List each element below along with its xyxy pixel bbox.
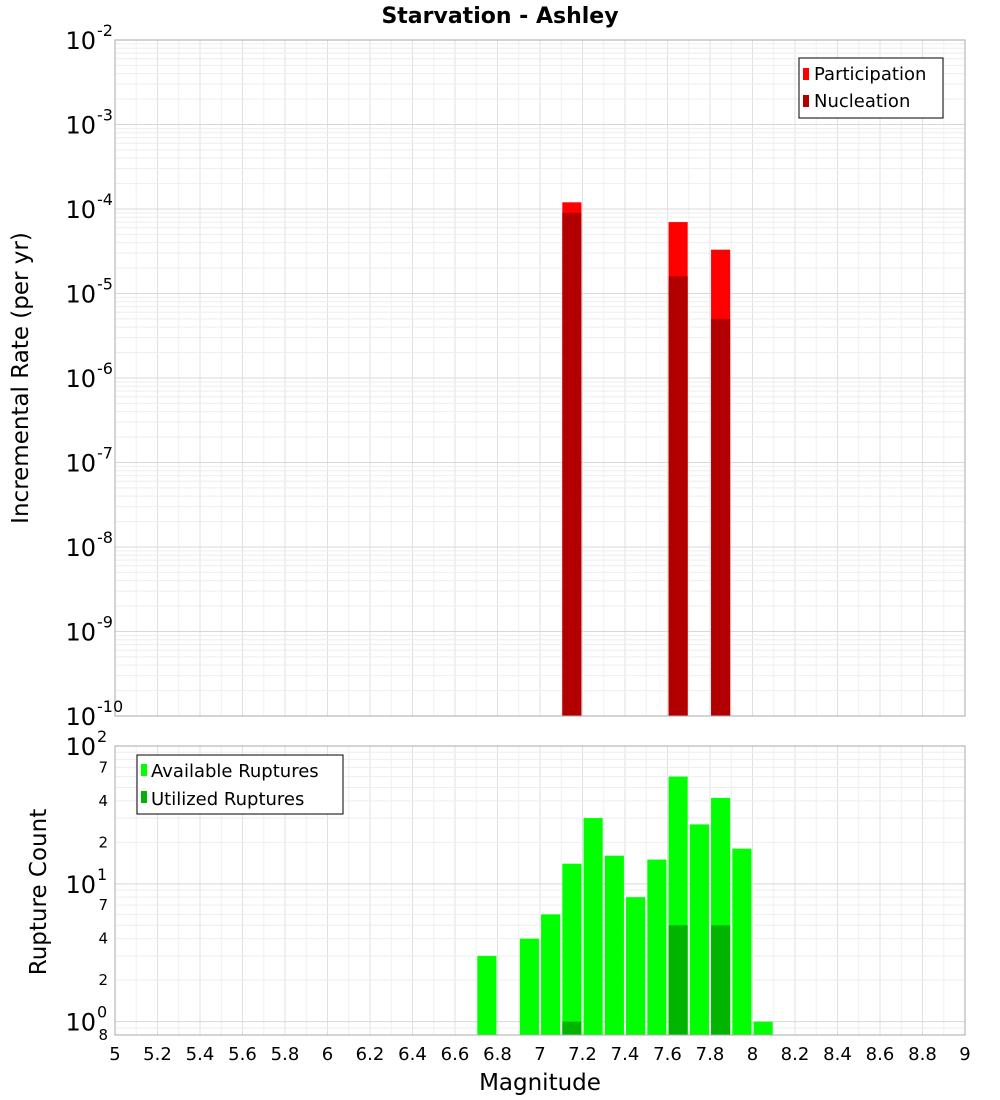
top-y-tick-base: 10 — [65, 112, 96, 140]
bottom-legend: Available Ruptures Utilized Ruptures — [136, 754, 344, 815]
bottom-y-tick-exponent: 1 — [97, 865, 107, 884]
utilized-legend-swatch — [141, 791, 147, 803]
top-y-tick-base: 10 — [65, 281, 96, 309]
x-tick-label: 7.8 — [696, 1044, 725, 1065]
top-y-tick-base: 10 — [65, 619, 96, 647]
x-tick-label: 6.6 — [441, 1044, 470, 1065]
chart-title: Starvation - Ashley — [381, 4, 618, 29]
top-grid — [114, 39, 966, 717]
x-tick-label: 5 — [109, 1044, 120, 1065]
bottom-y-minor-tick-label: 2 — [98, 971, 108, 989]
x-tick-label: 5.2 — [143, 1044, 172, 1065]
x-tick-label: 6.2 — [356, 1044, 385, 1065]
top-y-tick-base: 10 — [65, 703, 96, 731]
x-tick-label: 7.2 — [568, 1044, 597, 1065]
x-tick-label: 8.4 — [823, 1044, 852, 1065]
participation-legend-label: Participation — [814, 64, 926, 85]
participation-legend-swatch — [803, 68, 809, 80]
available-ruptures-bar — [626, 897, 646, 1035]
x-tick-label: 9 — [959, 1044, 970, 1065]
top-bars — [562, 202, 731, 716]
bottom-y-minor-tick-label: 4 — [98, 930, 108, 948]
utilized-ruptures-bar — [668, 925, 688, 1035]
x-tick-label: 8 — [747, 1044, 758, 1065]
available-ruptures-bar — [583, 818, 603, 1035]
top-y-tick-exponent: -5 — [97, 275, 113, 294]
x-tick-label: 8.2 — [781, 1044, 810, 1065]
top-y-tick-base: 10 — [65, 27, 96, 55]
x-tick-label: 7.4 — [611, 1044, 640, 1065]
utilized-legend-label: Utilized Ruptures — [151, 789, 304, 810]
x-tick-label: 6 — [322, 1044, 333, 1065]
top-y-tick-exponent: -3 — [97, 106, 113, 125]
bottom-y-tick-exponent: 0 — [97, 1003, 107, 1022]
x-tick-label: 7.6 — [653, 1044, 682, 1065]
x-tick-label: 7 — [534, 1044, 545, 1065]
available-ruptures-bar — [732, 848, 752, 1035]
bottom-bars — [477, 776, 773, 1035]
available-ruptures-bar — [562, 863, 582, 1035]
top-y-tick-base: 10 — [65, 450, 96, 478]
available-ruptures-bar — [519, 938, 539, 1035]
bottom-y-axis-label: Rupture Count — [26, 809, 52, 975]
x-tick-label: 8.8 — [908, 1044, 937, 1065]
available-ruptures-bar — [689, 824, 709, 1035]
top-y-axis-label: Incremental Rate (per yr) — [8, 232, 34, 524]
bottom-y-tick-exponent: 2 — [97, 727, 107, 746]
bottom-plot-frame — [114, 745, 966, 1036]
x-tick-label: 5.6 — [228, 1044, 257, 1065]
x-tick-label: 5.4 — [186, 1044, 215, 1065]
available-ruptures-bar — [541, 914, 561, 1035]
available-ruptures-bar — [477, 955, 497, 1035]
top-y-tick-exponent: -7 — [97, 444, 113, 463]
utilized-ruptures-bar — [711, 925, 731, 1035]
top-y-tick-exponent: -2 — [97, 21, 113, 40]
top-y-tick-exponent: -4 — [97, 190, 113, 209]
top-legend-box — [798, 57, 944, 119]
nucleation-legend-swatch — [803, 95, 809, 107]
top-y-tick-exponent: -8 — [97, 528, 113, 547]
nucleation-bar — [562, 212, 582, 716]
x-tick-label: 6.4 — [398, 1044, 427, 1065]
available-ruptures-bar — [753, 1021, 773, 1035]
bottom-y-tick-base: 10 — [65, 871, 96, 899]
top-legend: Participation Nucleation — [798, 57, 944, 119]
bottom-y-minor-tick-label: 4 — [98, 792, 108, 810]
x-tick-label: 6.8 — [483, 1044, 512, 1065]
nucleation-bar — [711, 318, 731, 716]
nucleation-legend-label: Nucleation — [814, 91, 910, 112]
top-plot-frame — [114, 39, 966, 717]
utilized-ruptures-bar — [562, 1021, 582, 1035]
available-ruptures-bar — [647, 859, 667, 1035]
top-y-tick-base: 10 — [65, 196, 96, 224]
bottom-y-tick-base: 10 — [65, 1009, 96, 1037]
bottom-legend-box — [136, 754, 344, 815]
x-tick-labels: 5 5.2 5.4 5.6 5.8 6 6.2 6.4 6.6 6.8 7 7.2 7.4 7.6 7.8 8… — [109, 1044, 970, 1065]
top-y-tick-exponent: -10 — [97, 697, 123, 716]
bottom-y-minor-tick-label: 8 — [98, 1026, 108, 1044]
x-tick-label: 5.8 — [271, 1044, 300, 1065]
bottom-y-minor-tick-label: 7 — [98, 758, 108, 776]
bottom-y-tick-base: 10 — [65, 733, 96, 761]
top-y-tick-exponent: -6 — [97, 359, 113, 378]
bottom-y-minor-tick-label: 7 — [98, 896, 108, 914]
available-ruptures-bar — [604, 855, 624, 1035]
x-axis-label: Magnitude — [479, 1070, 601, 1096]
top-y-tick-base: 10 — [65, 534, 96, 562]
available-legend-swatch — [141, 764, 147, 776]
top-y-tick-base: 10 — [65, 365, 96, 393]
available-legend-label: Available Ruptures — [151, 761, 319, 782]
top-y-tick-exponent: -9 — [97, 613, 113, 632]
nucleation-bar — [668, 276, 688, 716]
x-tick-label: 8.6 — [866, 1044, 895, 1065]
bottom-y-minor-tick-label: 2 — [98, 833, 108, 851]
